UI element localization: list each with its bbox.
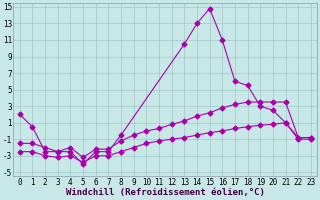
X-axis label: Windchill (Refroidissement éolien,°C): Windchill (Refroidissement éolien,°C) bbox=[66, 188, 265, 197]
